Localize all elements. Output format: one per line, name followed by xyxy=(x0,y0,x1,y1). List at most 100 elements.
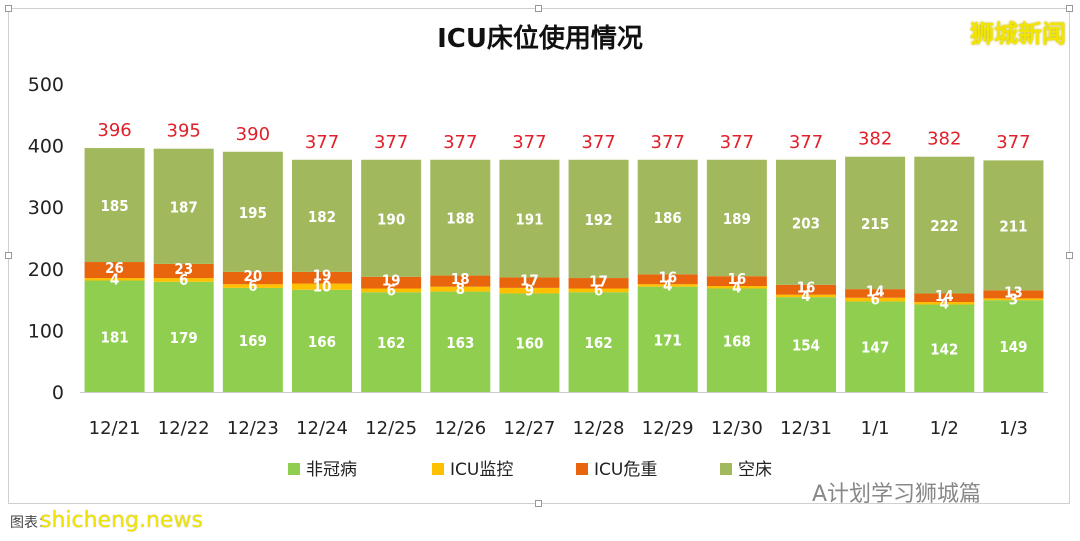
legend-swatch xyxy=(432,463,444,475)
bar-segment-icu-critical xyxy=(153,263,214,279)
non-covid-value-label: 179 xyxy=(170,329,198,347)
legend-label: 非冠病 xyxy=(306,460,357,480)
icu-critical-value-label: 13 xyxy=(1004,283,1023,301)
empty-bed-value-label: 195 xyxy=(239,204,267,222)
icu-critical-value-label: 17 xyxy=(589,272,608,290)
icu-monitor-value-label: 9 xyxy=(525,282,534,300)
bar-segment-icu-monitor xyxy=(983,298,1044,301)
chart-title: ICU床位使用情况 xyxy=(437,24,643,54)
bar-segment-icu-critical xyxy=(430,275,491,287)
y-tick-label: 200 xyxy=(28,259,64,281)
bar-segment-empty-bed xyxy=(292,159,352,272)
total-value-label: 382 xyxy=(858,129,892,150)
total-value-label: 377 xyxy=(996,132,1030,153)
x-tick-label: 12/21 xyxy=(89,418,141,439)
bar-segment-icu-monitor xyxy=(430,286,491,292)
bar-segment-non-covid xyxy=(637,286,698,392)
icu-monitor-value-label: 6 xyxy=(870,291,879,309)
x-tick-label: 1/2 xyxy=(930,418,959,439)
bar-segment-empty-bed xyxy=(706,159,767,277)
bar-segment-empty-bed xyxy=(499,159,560,278)
frame-handle[interactable] xyxy=(1066,5,1073,12)
total-value-label: 377 xyxy=(443,132,477,153)
legend-swatch xyxy=(720,463,732,475)
empty-bed-value-label: 188 xyxy=(446,210,474,228)
empty-bed-value-label: 189 xyxy=(723,210,751,228)
chart-frame xyxy=(5,5,1073,507)
icu-critical-value-label: 16 xyxy=(797,279,816,297)
total-value-label: 377 xyxy=(581,132,615,153)
bar-segment-empty-bed xyxy=(153,148,214,264)
total-value-label: 396 xyxy=(97,120,131,141)
bar-segment-icu-critical xyxy=(914,293,975,303)
bar-segment-icu-critical xyxy=(983,290,1044,299)
watermark-logo: 狮城新闻 xyxy=(970,20,1066,48)
bar-segment-empty-bed xyxy=(983,160,1044,291)
icu-monitor-value-label: 4 xyxy=(110,270,119,288)
bar-segment-icu-critical xyxy=(706,276,767,287)
bar-segment-non-covid xyxy=(292,289,352,392)
non-covid-value-label: 162 xyxy=(377,334,405,352)
y-tick-label: 500 xyxy=(28,74,64,96)
icu-monitor-value-label: 6 xyxy=(179,271,188,289)
bar-segment-empty-bed xyxy=(776,159,836,285)
source-label: 图表： xyxy=(10,515,52,531)
non-covid-value-label: 166 xyxy=(308,333,336,351)
icu-monitor-value-label: 10 xyxy=(313,278,332,296)
y-tick-label: 100 xyxy=(28,320,64,342)
bar-segment-icu-critical xyxy=(84,262,145,279)
bar-segment-icu-critical xyxy=(222,271,283,285)
bar-segment-non-covid xyxy=(776,297,836,392)
frame-handle[interactable] xyxy=(5,252,12,259)
icu-critical-value-label: 23 xyxy=(174,260,193,278)
bar-segment-empty-bed xyxy=(222,151,283,272)
icu-critical-value-label: 19 xyxy=(313,267,332,285)
bar-segment-icu-monitor xyxy=(568,288,629,293)
bar-segment-non-covid xyxy=(84,280,145,392)
icu-monitor-value-label: 6 xyxy=(594,281,603,299)
total-value-label: 377 xyxy=(789,132,823,153)
bar-segment-icu-monitor xyxy=(292,283,352,290)
bar-segment-non-covid xyxy=(499,293,560,392)
x-tick-label: 12/22 xyxy=(158,418,210,439)
non-covid-value-label: 171 xyxy=(654,331,682,349)
bar-segment-empty-bed xyxy=(84,148,145,263)
x-tick-label: 1/1 xyxy=(861,418,890,439)
bar-segment-non-covid xyxy=(706,288,767,392)
bar-segment-empty-bed xyxy=(914,156,975,294)
bar-segment-non-covid xyxy=(153,281,214,392)
x-tick-label: 12/25 xyxy=(365,418,417,439)
bar-segment-non-covid xyxy=(222,287,283,392)
icu-monitor-value-label: 4 xyxy=(732,278,741,296)
bar-segment-icu-monitor xyxy=(153,278,214,282)
non-covid-value-label: 181 xyxy=(100,328,128,346)
empty-bed-value-label: 222 xyxy=(930,217,958,235)
x-tick-label: 12/30 xyxy=(711,418,763,439)
bar-segment-icu-monitor xyxy=(914,302,975,305)
legend-label: ICU危重 xyxy=(594,460,657,480)
y-tick-label: 0 xyxy=(52,382,64,404)
non-covid-value-label: 147 xyxy=(861,339,889,357)
empty-bed-value-label: 187 xyxy=(170,198,198,216)
frame-handle[interactable] xyxy=(535,5,542,12)
frame-handle[interactable] xyxy=(535,500,542,507)
non-covid-value-label: 154 xyxy=(792,337,820,355)
bar-segment-non-covid xyxy=(568,292,629,392)
total-value-label: 377 xyxy=(512,132,546,153)
empty-bed-value-label: 182 xyxy=(308,208,336,226)
total-value-label: 377 xyxy=(305,132,339,153)
empty-bed-value-label: 190 xyxy=(377,210,405,228)
total-value-label: 377 xyxy=(651,132,685,153)
bar-segment-icu-critical xyxy=(568,278,629,289)
total-value-label: 395 xyxy=(167,121,201,142)
bar-segment-empty-bed xyxy=(430,159,491,276)
bar-segment-non-covid xyxy=(983,300,1044,392)
bar-segment-empty-bed xyxy=(637,159,698,275)
non-covid-value-label: 149 xyxy=(999,338,1027,356)
total-value-label: 390 xyxy=(236,124,270,145)
frame-handle[interactable] xyxy=(1066,252,1073,259)
bar-segment-non-covid xyxy=(914,304,975,392)
empty-bed-value-label: 203 xyxy=(792,214,820,232)
frame-handle[interactable] xyxy=(5,5,12,12)
x-tick-label: 1/3 xyxy=(999,418,1028,439)
